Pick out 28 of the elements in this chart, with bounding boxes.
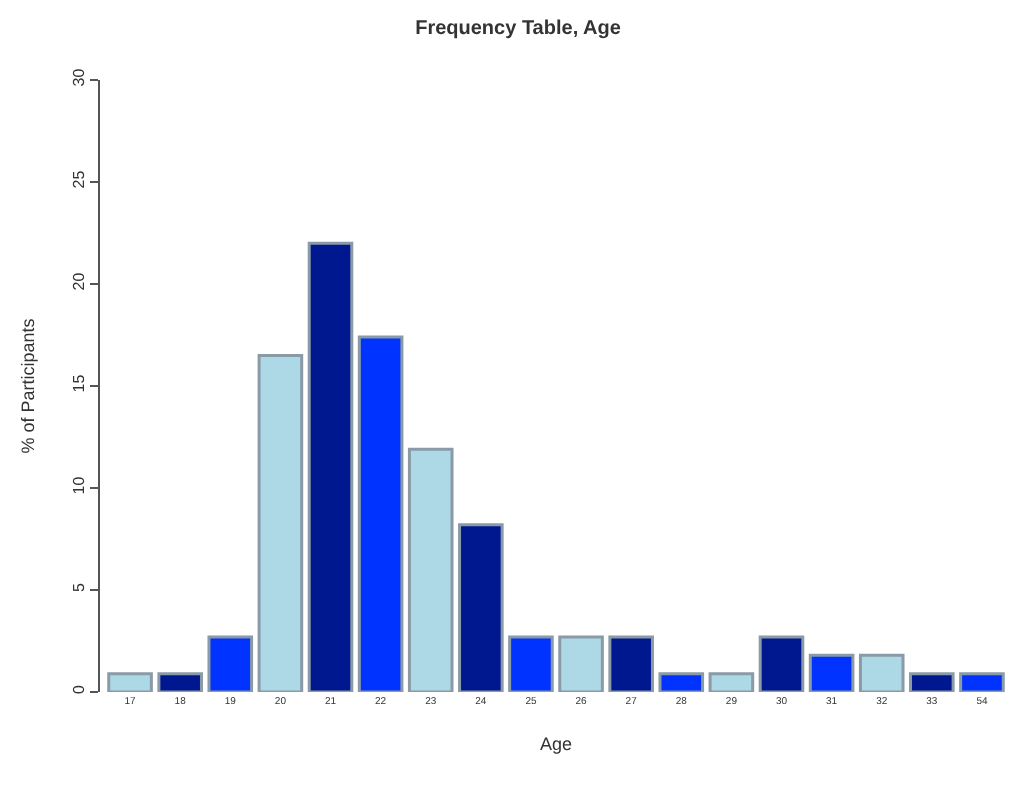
bar bbox=[307, 241, 354, 692]
bar bbox=[808, 653, 855, 692]
bar bbox=[207, 635, 254, 692]
bar bbox=[959, 672, 1005, 692]
bar bbox=[658, 672, 705, 692]
y-tick-label: 5 bbox=[69, 582, 88, 593]
bar bbox=[407, 447, 454, 692]
y-tick-label: 20 bbox=[69, 271, 88, 291]
bar bbox=[458, 523, 504, 692]
bar bbox=[508, 635, 554, 692]
x-axis-title: Age bbox=[539, 733, 573, 754]
bar bbox=[357, 335, 404, 692]
bar bbox=[107, 672, 153, 692]
chart-title: Frequency Table, Age bbox=[415, 18, 622, 41]
bar bbox=[558, 635, 604, 692]
bar bbox=[708, 672, 755, 692]
bar bbox=[257, 353, 304, 692]
bar bbox=[858, 653, 905, 692]
y-tick-label: 10 bbox=[69, 475, 88, 495]
bar bbox=[608, 635, 654, 692]
y-tick-label: 30 bbox=[69, 67, 88, 87]
y-tick-label: 25 bbox=[69, 169, 88, 189]
y-tick-label: 15 bbox=[69, 373, 88, 393]
bar bbox=[157, 672, 203, 692]
bar bbox=[909, 672, 955, 692]
y-tick-label: 0 bbox=[69, 684, 88, 695]
bar bbox=[758, 635, 805, 692]
y-axis-title: % of Participants bbox=[18, 317, 39, 454]
